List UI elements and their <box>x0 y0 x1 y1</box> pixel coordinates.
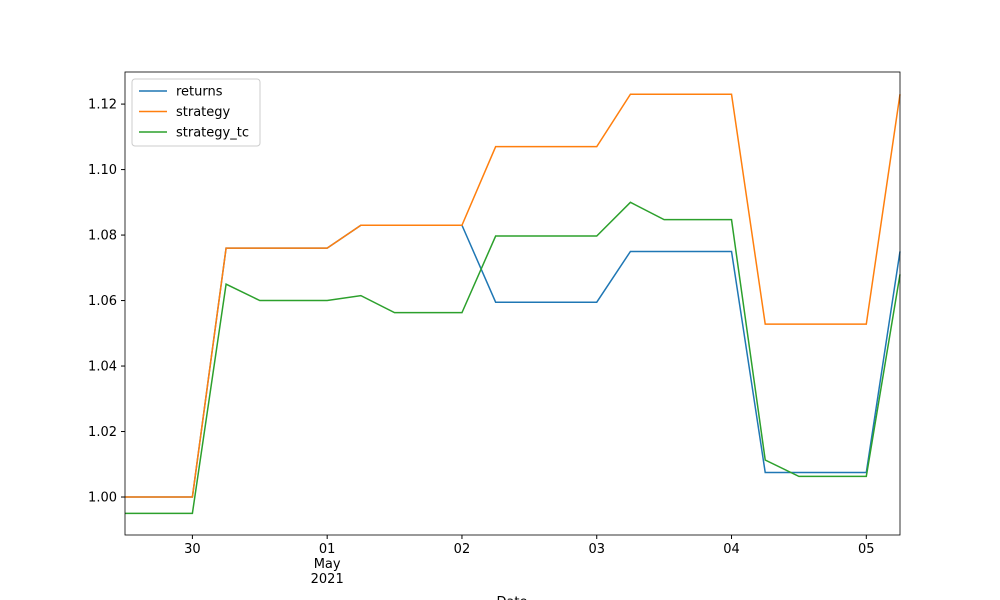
line-series <box>125 224 901 498</box>
x-tick-label: 04 <box>723 542 740 557</box>
x-tick-label: 30 <box>184 542 201 557</box>
y-tick-label: 1.10 <box>88 163 117 178</box>
plot-frame <box>124 71 901 536</box>
y-tick-label: 1.04 <box>88 360 117 375</box>
y-tick-label: 1.02 <box>88 425 117 440</box>
legend-label: strategy_tc <box>176 126 249 141</box>
y-tick-label: 1.08 <box>88 229 117 244</box>
x-tick-label: 03 <box>588 542 605 557</box>
y-tick-label: 1.12 <box>88 98 117 113</box>
y-tick-label: 1.00 <box>88 491 117 506</box>
legend-label: returns <box>176 85 223 100</box>
x-tick-label: 01 May 2021 <box>311 542 344 587</box>
line-series <box>125 201 901 515</box>
x-axis-label: Date <box>496 595 527 600</box>
x-tick-label: 05 <box>858 542 875 557</box>
line-series <box>125 93 901 498</box>
x-tick-label: 02 <box>454 542 471 557</box>
y-tick-label: 1.06 <box>88 294 117 309</box>
legend-box <box>131 78 261 147</box>
legend-label: strategy <box>176 105 231 120</box>
